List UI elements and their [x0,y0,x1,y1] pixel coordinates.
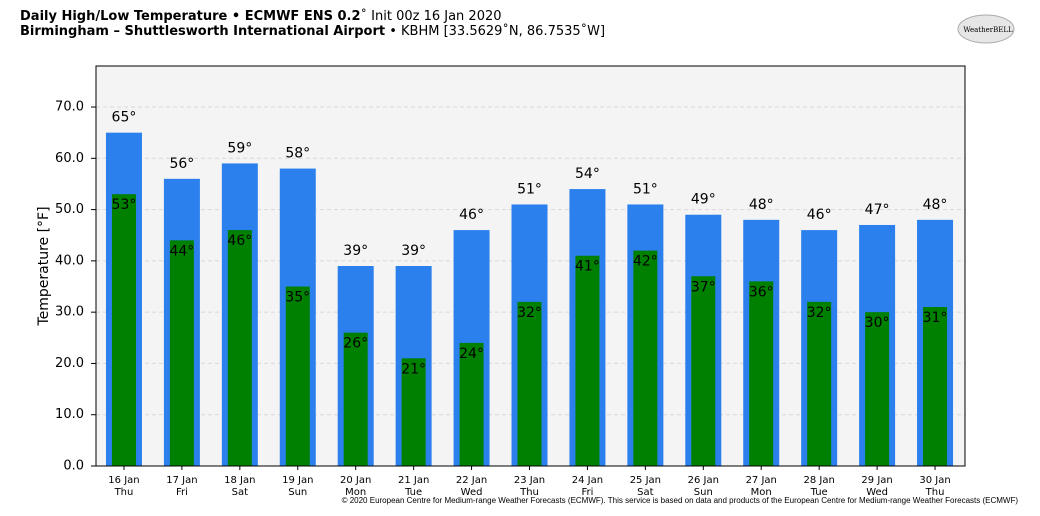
bar [169,240,194,466]
bar [691,276,716,466]
x-tick-weekday: Sat [637,487,653,498]
value-label: 32° [517,305,542,321]
value-label: 48° [923,197,948,213]
x-tick-label: 17 Jan [166,475,197,486]
y-tick-label: 20.0 [55,356,84,371]
x-tick-weekday: Wed [866,487,888,498]
value-label: 56° [169,156,194,172]
x-tick-weekday: Thu [925,487,945,498]
value-label: 46° [807,207,832,223]
bar [865,312,890,466]
logo-badge [957,14,1015,44]
x-tick-weekday: Thu [114,487,134,498]
bar [517,301,542,466]
x-tick-label: 25 Jan [630,475,661,486]
x-tick-label: 26 Jan [688,475,719,486]
bar [401,358,426,466]
x-tick-label: 24 Jan [572,475,603,486]
bar [633,250,658,466]
value-label: 30° [865,315,890,331]
bar [285,286,310,466]
bar [459,342,484,466]
x-tick-label: 28 Jan [804,475,835,486]
subtitle-rest: • KBHM [33.5629˚N, 86.7535˚W] [385,23,605,39]
chart-title: Daily High/Low Temperature • ECMWF ENS 0… [20,8,502,24]
value-label: 51° [517,181,542,197]
x-tick-label: 19 Jan [282,475,313,486]
x-tick-weekday: Mon [751,487,772,498]
bar [923,307,948,466]
x-tick-weekday: Sun [694,487,713,498]
value-label: 65° [112,110,137,126]
x-tick-label: 22 Jan [456,475,487,486]
x-tick-label: 20 Jan [340,475,371,486]
value-label: 31° [923,310,948,326]
y-tick-label: 30.0 [55,305,84,320]
value-label: 46° [459,207,484,223]
value-label: 46° [227,233,252,249]
x-tick-weekday: Fri [581,487,593,498]
x-tick-weekday: Sun [288,487,307,498]
value-label: 58° [285,146,310,162]
value-label: 37° [691,279,716,295]
x-tick-weekday: Wed [461,487,483,498]
chart-subtitle: Birmingham – Shuttlesworth International… [20,23,605,39]
y-tick-label: 0.0 [63,459,84,474]
x-tick-label: 21 Jan [398,475,429,486]
x-tick-label: 18 Jan [224,475,255,486]
value-label: 49° [691,192,716,208]
x-tick-label: 30 Jan [919,475,950,486]
footer: © 2020 European Centre for Medium-range … [342,496,1019,505]
x-tick-weekday: Fri [176,487,188,498]
subtitle-bold: Birmingham – Shuttlesworth International… [20,24,385,39]
value-label: 24° [459,346,484,362]
bar [227,230,252,466]
y-tick-label: 60.0 [55,151,84,166]
value-label: 59° [227,140,252,156]
x-tick-weekday: Thu [519,487,539,498]
value-label: 32° [807,305,832,321]
bars: 65° 56° 59° 58° 39° 39° 46° 51° 54° 51° 49° 48° 46° 4… [105,110,954,467]
x-tick-label: 16 Jan [108,475,139,486]
x-tick-weekday: Tue [404,487,422,498]
value-label: 35° [285,290,310,306]
bar [807,301,832,466]
title-rest: ˚ Init 00z 16 Jan 2020 [361,8,502,24]
value-label: 48° [749,197,774,213]
value-label: 42° [633,254,658,270]
bar [749,281,774,466]
value-label: 26° [343,336,368,352]
logo: WeatherBELL [963,26,1013,34]
plot-frame [95,65,966,467]
bar [111,194,136,466]
x-tick-label: 23 Jan [514,475,545,486]
y-tick-label: 40.0 [55,253,84,268]
value-label: 21° [401,361,426,377]
x-tick-weekday: Tue [810,487,828,498]
title-bold: Daily High/Low Temperature • ECMWF ENS 0… [20,9,361,24]
value-label: 53° [112,197,137,213]
value-label: 39° [343,243,368,259]
value-label: 44° [169,243,194,259]
x-tick-label: 29 Jan [861,475,892,486]
bar [575,255,600,466]
y-tick-label: 50.0 [55,202,84,217]
value-label: 41° [575,259,600,275]
x-tick-weekday: Mon [345,487,366,498]
value-label: 39° [401,243,426,259]
x-tick-label: 27 Jan [746,475,777,486]
value-label: 47° [865,202,890,218]
y-tick-label: 10.0 [55,407,84,422]
bar [343,332,368,466]
y-tick-label: 70.0 [55,100,84,115]
x-tick-weekday: Sat [232,487,248,498]
value-label: 54° [575,166,600,182]
y-axis-label: Temperature [°F] [36,206,52,326]
value-label: 51° [633,181,658,197]
value-label: 36° [749,284,774,300]
